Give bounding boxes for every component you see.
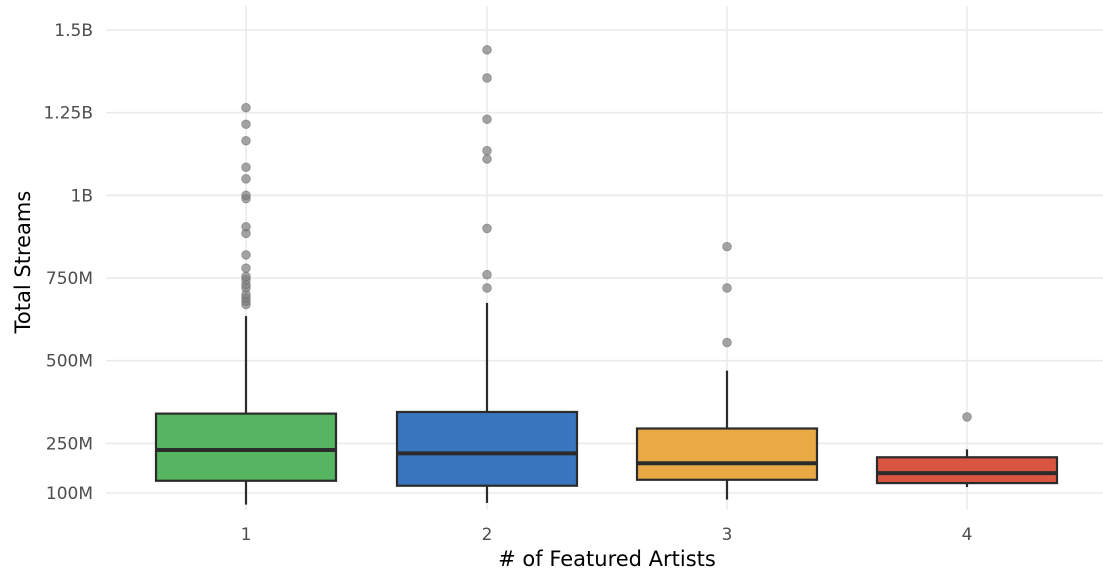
box-iqr xyxy=(154,412,338,482)
y-tick-label: 750M xyxy=(46,269,93,289)
outlier-point xyxy=(241,263,251,273)
outlier-point xyxy=(482,283,492,293)
y-axis-tick-labels: 100M 250M 500M 750M 1B 1.25B 1.5B xyxy=(43,21,93,504)
outlier-point xyxy=(241,271,251,282)
outlier-point xyxy=(241,135,251,146)
boxplot-series xyxy=(154,45,1059,505)
box-iqr xyxy=(395,410,579,487)
outlier-point xyxy=(241,162,251,173)
outlier-point xyxy=(482,269,492,280)
outlier-point xyxy=(241,250,251,260)
box-group-2 xyxy=(395,45,579,503)
outlier-point xyxy=(482,145,492,156)
outlier-point xyxy=(722,241,732,252)
outlier-point xyxy=(722,337,732,348)
y-axis-title: Total Streams xyxy=(11,191,35,335)
outlier-point xyxy=(482,223,492,234)
y-tick-label: 250M xyxy=(46,434,93,454)
x-tick-label: 3 xyxy=(722,525,733,545)
outlier-point xyxy=(241,190,251,201)
outlier-point xyxy=(482,45,492,55)
outlier-point xyxy=(962,412,972,422)
outlier-point xyxy=(482,114,492,125)
vertical-gridlines xyxy=(245,6,968,510)
outlier-point xyxy=(241,102,251,113)
x-axis-title: # of Featured Artists xyxy=(498,547,716,570)
outlier-point xyxy=(482,73,492,83)
outlier-point xyxy=(722,283,732,293)
y-tick-label: 1.25B xyxy=(43,104,93,124)
y-tick-label: 100M xyxy=(46,484,93,504)
box-group-4 xyxy=(875,412,1059,488)
y-tick-label: 1.5B xyxy=(54,21,93,41)
x-tick-label: 4 xyxy=(962,525,973,545)
outlier-point xyxy=(241,221,251,232)
box-group-3 xyxy=(635,241,819,500)
outlier-point xyxy=(241,174,251,184)
box-iqr xyxy=(875,456,1059,485)
outlier-point xyxy=(241,119,251,130)
outlier-point xyxy=(482,154,492,164)
x-axis-tick-labels: 1 2 3 4 xyxy=(241,525,973,545)
x-tick-label: 2 xyxy=(482,525,493,545)
box-iqr xyxy=(635,427,819,481)
box-group-1 xyxy=(154,102,338,505)
y-tick-label: 1B xyxy=(71,186,93,206)
y-tick-label: 500M xyxy=(46,352,93,372)
x-tick-label: 1 xyxy=(241,525,252,545)
